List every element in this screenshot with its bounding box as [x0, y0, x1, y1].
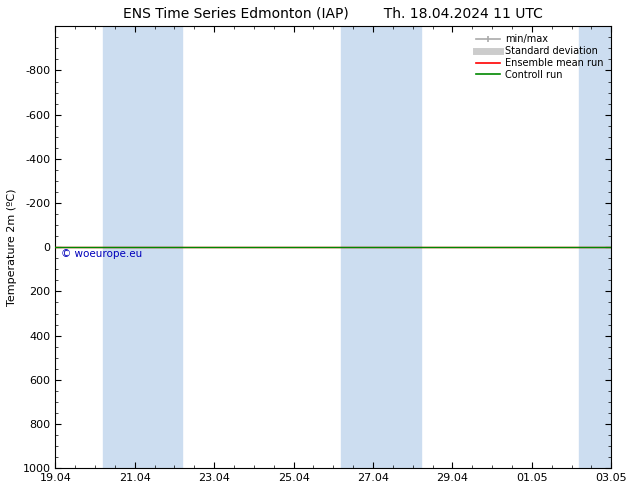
- Title: ENS Time Series Edmonton (IAP)        Th. 18.04.2024 11 UTC: ENS Time Series Edmonton (IAP) Th. 18.04…: [124, 7, 543, 21]
- Bar: [103, 26, 183, 468]
- Bar: [579, 26, 611, 468]
- Y-axis label: Temperature 2m (ºC): Temperature 2m (ºC): [7, 189, 17, 306]
- Text: © woeurope.eu: © woeurope.eu: [61, 249, 142, 259]
- Bar: [341, 26, 420, 468]
- Legend: min/max, Standard deviation, Ensemble mean run, Controll run: min/max, Standard deviation, Ensemble me…: [473, 31, 606, 83]
